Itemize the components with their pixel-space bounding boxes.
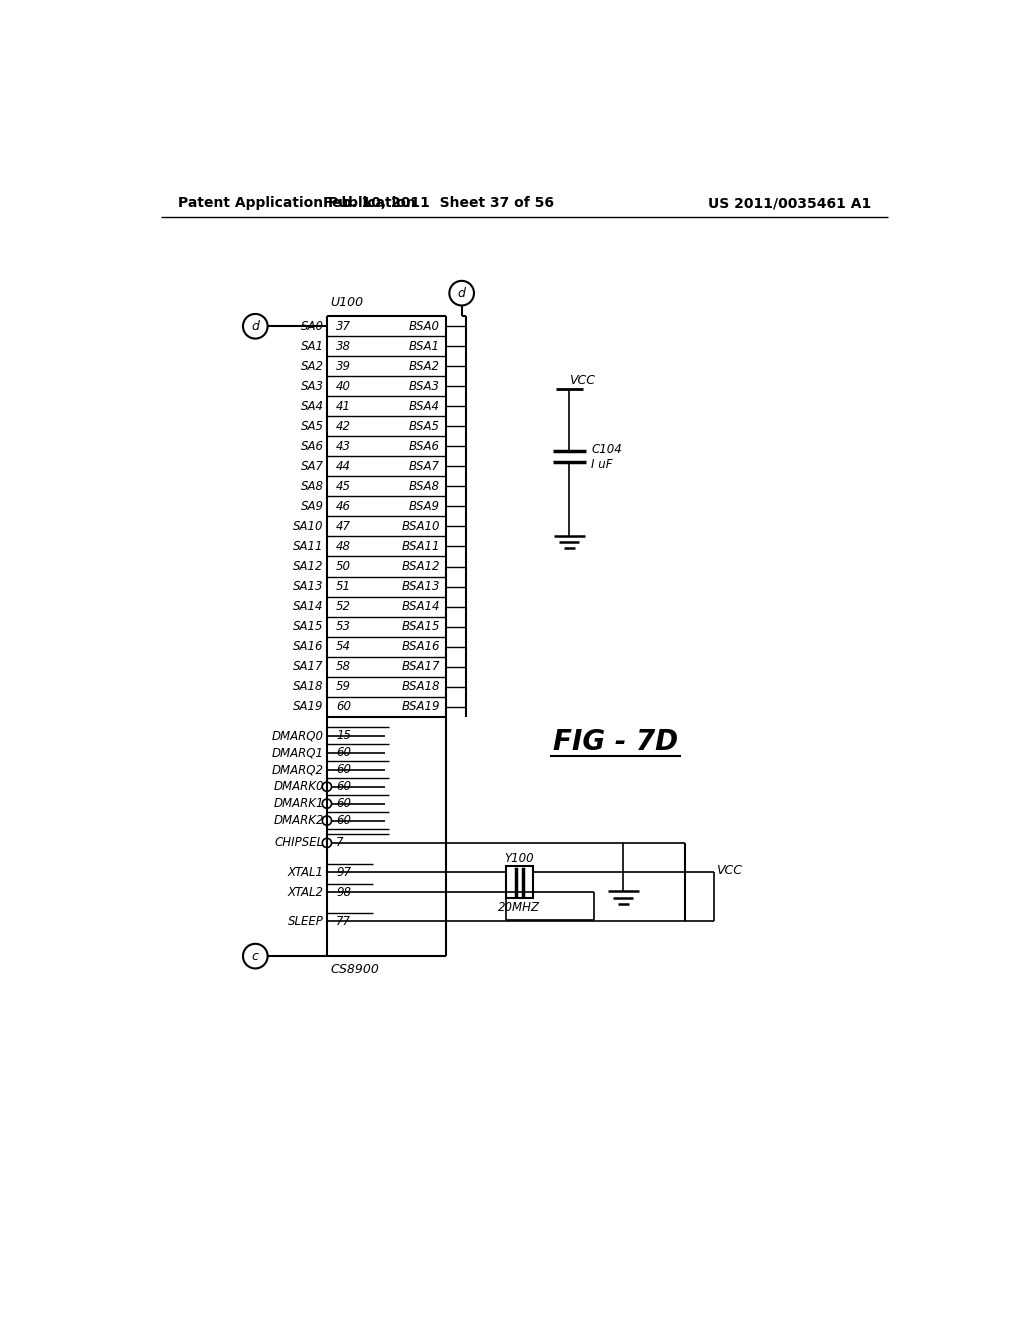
- Text: SA4: SA4: [301, 400, 324, 413]
- Text: 46: 46: [336, 500, 351, 513]
- Text: SA17: SA17: [293, 660, 324, 673]
- Text: 39: 39: [336, 360, 351, 372]
- Text: BSA9: BSA9: [410, 500, 440, 513]
- Text: 15: 15: [336, 730, 351, 742]
- Text: 53: 53: [336, 620, 351, 634]
- Text: XTAL2: XTAL2: [288, 886, 324, 899]
- Text: 42: 42: [336, 420, 351, 433]
- Text: SA7: SA7: [301, 459, 324, 473]
- Text: SA1: SA1: [301, 339, 324, 352]
- Text: 54: 54: [336, 640, 351, 653]
- Text: 59: 59: [336, 680, 351, 693]
- Text: 37: 37: [336, 319, 351, 333]
- Text: VCC: VCC: [569, 374, 596, 387]
- Text: 97: 97: [336, 866, 351, 879]
- Text: SA6: SA6: [301, 440, 324, 453]
- Text: C104: C104: [591, 444, 622, 455]
- Text: SA11: SA11: [293, 540, 324, 553]
- Text: BSA10: BSA10: [401, 520, 440, 533]
- Text: SA5: SA5: [301, 420, 324, 433]
- Text: BSA18: BSA18: [401, 680, 440, 693]
- Text: 7: 7: [336, 837, 344, 850]
- Text: c: c: [252, 949, 259, 962]
- Text: 40: 40: [336, 380, 351, 393]
- Text: BSA17: BSA17: [401, 660, 440, 673]
- Text: DMARQ1: DMARQ1: [271, 746, 324, 759]
- Text: 48: 48: [336, 540, 351, 553]
- Text: 45: 45: [336, 480, 351, 492]
- Text: SA9: SA9: [301, 500, 324, 513]
- Text: 60: 60: [336, 763, 351, 776]
- Text: BSA13: BSA13: [401, 579, 440, 593]
- Text: SA12: SA12: [293, 560, 324, 573]
- Text: d: d: [251, 319, 259, 333]
- Text: BSA8: BSA8: [410, 480, 440, 492]
- Text: SA3: SA3: [301, 380, 324, 393]
- Text: SA15: SA15: [293, 620, 324, 634]
- Text: BSA0: BSA0: [410, 319, 440, 333]
- Text: 44: 44: [336, 459, 351, 473]
- Text: SA2: SA2: [301, 360, 324, 372]
- Text: SA13: SA13: [293, 579, 324, 593]
- Text: Y100: Y100: [505, 851, 535, 865]
- Text: 60: 60: [336, 700, 351, 713]
- Text: DMARK2: DMARK2: [273, 814, 324, 828]
- Text: d: d: [458, 286, 466, 300]
- Text: BSA19: BSA19: [401, 700, 440, 713]
- Text: BSA7: BSA7: [410, 459, 440, 473]
- Text: CS8900: CS8900: [331, 964, 380, 977]
- Text: CHIPSEL: CHIPSEL: [274, 837, 324, 850]
- Text: BSA6: BSA6: [410, 440, 440, 453]
- Text: BSA11: BSA11: [401, 540, 440, 553]
- Text: BSA15: BSA15: [401, 620, 440, 634]
- Text: SA18: SA18: [293, 680, 324, 693]
- Text: FIG - 7D: FIG - 7D: [553, 729, 678, 756]
- Text: 52: 52: [336, 601, 351, 612]
- Text: 98: 98: [336, 886, 351, 899]
- Text: SA19: SA19: [293, 700, 324, 713]
- Text: SA0: SA0: [301, 319, 324, 333]
- Text: US 2011/0035461 A1: US 2011/0035461 A1: [708, 197, 871, 210]
- Text: SA16: SA16: [293, 640, 324, 653]
- Text: BSA1: BSA1: [410, 339, 440, 352]
- Text: U100: U100: [331, 296, 364, 309]
- Text: XTAL1: XTAL1: [288, 866, 324, 879]
- Text: BSA14: BSA14: [401, 601, 440, 612]
- Text: 60: 60: [336, 797, 351, 810]
- Text: 20MHZ: 20MHZ: [499, 902, 541, 915]
- Text: BSA12: BSA12: [401, 560, 440, 573]
- Text: BSA2: BSA2: [410, 360, 440, 372]
- Text: 41: 41: [336, 400, 351, 413]
- Text: 60: 60: [336, 814, 351, 828]
- Text: DMARQ0: DMARQ0: [271, 730, 324, 742]
- Text: VCC: VCC: [716, 865, 741, 878]
- Text: BSA5: BSA5: [410, 420, 440, 433]
- Text: BSA3: BSA3: [410, 380, 440, 393]
- Text: SLEEP: SLEEP: [288, 915, 324, 928]
- Text: I uF: I uF: [591, 458, 612, 471]
- Text: 77: 77: [336, 915, 351, 928]
- Text: 51: 51: [336, 579, 351, 593]
- Text: SA14: SA14: [293, 601, 324, 612]
- Text: DMARQ2: DMARQ2: [271, 763, 324, 776]
- Text: 60: 60: [336, 746, 351, 759]
- Text: DMARK0: DMARK0: [273, 780, 324, 793]
- Text: 60: 60: [336, 780, 351, 793]
- Bar: [506, 866, 532, 899]
- Text: SA8: SA8: [301, 480, 324, 492]
- Text: BSA4: BSA4: [410, 400, 440, 413]
- Text: 58: 58: [336, 660, 351, 673]
- Text: DMARK1: DMARK1: [273, 797, 324, 810]
- Text: 47: 47: [336, 520, 351, 533]
- Text: Patent Application Publication: Patent Application Publication: [178, 197, 416, 210]
- Text: Feb. 10, 2011  Sheet 37 of 56: Feb. 10, 2011 Sheet 37 of 56: [323, 197, 554, 210]
- Text: SA10: SA10: [293, 520, 324, 533]
- Text: 50: 50: [336, 560, 351, 573]
- Text: 38: 38: [336, 339, 351, 352]
- Text: 43: 43: [336, 440, 351, 453]
- Text: BSA16: BSA16: [401, 640, 440, 653]
